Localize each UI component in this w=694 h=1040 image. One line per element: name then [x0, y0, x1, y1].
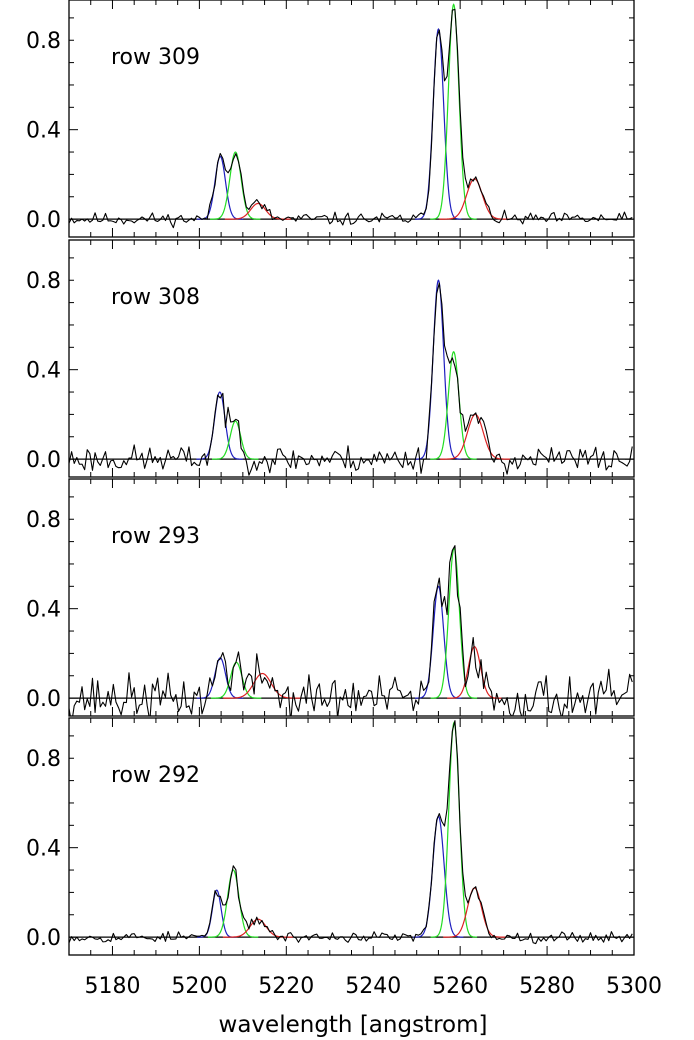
- y-tick-label: 0.4: [26, 837, 61, 862]
- blue-fit-curve: [197, 889, 236, 938]
- panel-frame: [68, 239, 635, 478]
- y-tick-label: 0.8: [26, 508, 61, 533]
- y-tick-label: 0.8: [26, 269, 61, 294]
- observed-spectrum: [69, 282, 633, 476]
- x-tick-label: 5240: [345, 974, 401, 999]
- blue-fit-curve: [196, 657, 244, 699]
- x-tick-label: 5220: [258, 974, 314, 999]
- y-tick-label: 0.0: [26, 926, 61, 951]
- green-fit-curve: [430, 547, 478, 699]
- green-fit-curve: [207, 869, 259, 938]
- panel-row-label: row 293: [111, 524, 200, 549]
- x-tick-label: 5280: [519, 974, 575, 999]
- red-fit-curve: [224, 202, 291, 220]
- y-tick-label: 0.8: [26, 747, 61, 772]
- red-fit-curve: [223, 672, 302, 699]
- panel-frame: [68, 0, 635, 238]
- green-fit-curve: [211, 420, 259, 460]
- blue-fit-curve: [196, 155, 244, 220]
- x-axis: 5180 5200 5220 5240 5260 5280 5300: [84, 974, 662, 999]
- y-tick-label: 0.0: [26, 448, 61, 473]
- blue-fit-curve: [414, 27, 462, 220]
- plot-area: [69, 3, 634, 229]
- green-fit-curve: [210, 151, 261, 220]
- blue-fit-curve: [414, 279, 462, 460]
- x-tick-label: 5180: [84, 974, 140, 999]
- panel-row-label: row 292: [111, 763, 200, 788]
- spectrum-panel: 0.0 0.4 0.8 row 292: [26, 717, 635, 956]
- plot-area: [69, 720, 634, 945]
- green-fit-curve: [430, 721, 478, 938]
- blue-fit-curve: [196, 391, 243, 460]
- y-tick-label: 0.0: [26, 208, 61, 233]
- plot-area: [69, 545, 634, 716]
- blue-fit-curve: [413, 815, 464, 938]
- y-tick-label: 0.8: [26, 29, 61, 54]
- observed-spectrum: [69, 8, 633, 229]
- red-fit-curve: [222, 918, 293, 938]
- plot-area: [69, 279, 634, 476]
- observed-spectrum: [69, 720, 633, 945]
- y-tick-label: 0.0: [26, 687, 61, 712]
- green-fit-curve: [430, 351, 477, 460]
- spectrum-panel: 0.0 0.4 0.8 row 308: [26, 239, 635, 478]
- red-fit-curve: [440, 413, 511, 460]
- red-fit-curve: [443, 887, 506, 938]
- y-tick-label: 0.4: [26, 598, 61, 623]
- x-tick-label: 5200: [171, 974, 227, 999]
- observed-spectrum: [69, 545, 633, 716]
- x-tick-label: 5260: [432, 974, 488, 999]
- panel-frame: [68, 478, 635, 717]
- panel-row-label: row 309: [111, 45, 200, 70]
- green-fit-curve: [430, 3, 477, 220]
- spectrum-panel: 0.0 0.4 0.8 row 309: [26, 0, 635, 238]
- x-axis-label: wavelength [angstrom]: [219, 1012, 488, 1038]
- panel-row-label: row 308: [111, 285, 200, 310]
- panel-frame: [68, 717, 635, 956]
- spectrum-panel: 0.0 0.4 0.8 row 293: [26, 478, 635, 717]
- x-tick-label: 5300: [606, 974, 662, 999]
- y-tick-label: 0.4: [26, 359, 61, 384]
- y-tick-label: 0.4: [26, 119, 61, 144]
- blue-fit-curve: [414, 585, 462, 699]
